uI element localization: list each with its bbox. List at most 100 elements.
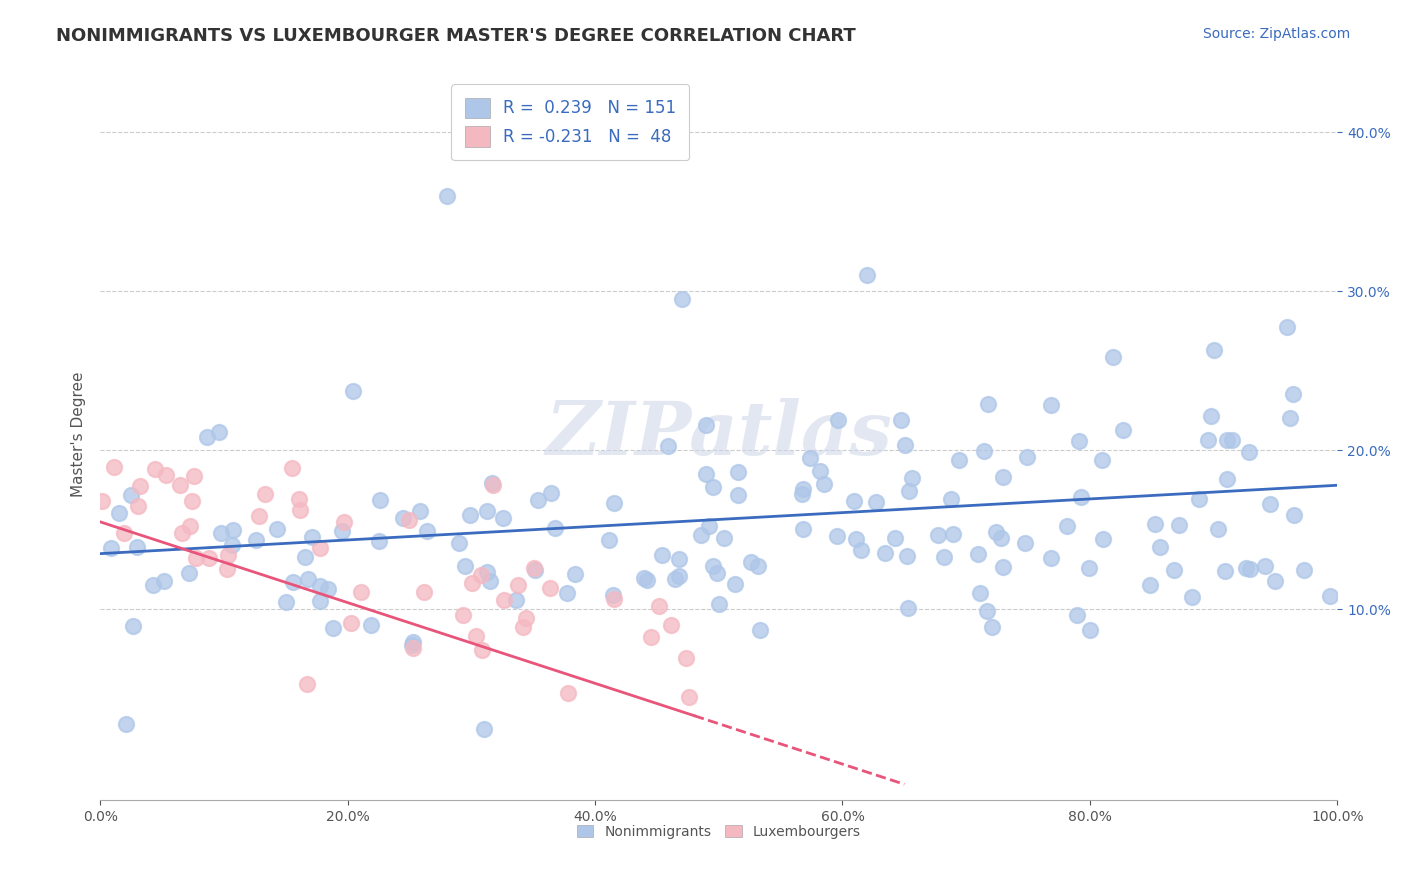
Point <box>122 619 145 633</box>
Point <box>1278 411 1301 425</box>
Point <box>1319 590 1341 604</box>
Point <box>792 482 814 496</box>
Point <box>664 572 686 586</box>
Point <box>368 534 391 549</box>
Point <box>470 643 492 657</box>
Point <box>505 592 527 607</box>
Point <box>827 413 849 427</box>
Point <box>294 550 316 565</box>
Point <box>447 535 470 549</box>
Point <box>1258 497 1281 511</box>
Point <box>316 582 339 596</box>
Point <box>1216 433 1239 447</box>
Point <box>494 593 516 607</box>
Point <box>1282 386 1305 401</box>
Point <box>477 565 499 579</box>
Point <box>942 527 965 541</box>
Point <box>657 438 679 452</box>
Point <box>1254 558 1277 573</box>
Point <box>129 479 152 493</box>
Point <box>169 478 191 492</box>
Point <box>991 470 1014 484</box>
Point <box>297 677 319 691</box>
Point <box>1282 508 1305 523</box>
Point <box>1188 491 1211 506</box>
Point <box>856 268 879 283</box>
Point <box>91 493 114 508</box>
Point <box>640 630 662 644</box>
Point <box>1056 518 1078 533</box>
Point <box>398 513 420 527</box>
Point <box>253 487 276 501</box>
Point <box>217 548 239 562</box>
Point <box>222 523 245 537</box>
Point <box>515 611 537 625</box>
Point <box>458 508 481 523</box>
Point <box>897 601 920 615</box>
Point <box>412 584 434 599</box>
Point <box>283 574 305 589</box>
Point <box>465 629 488 643</box>
Point <box>524 563 547 577</box>
Point <box>897 484 920 499</box>
Point <box>648 599 671 614</box>
Point <box>894 438 917 452</box>
Point <box>1239 562 1261 576</box>
Point <box>526 493 548 508</box>
Point <box>360 618 382 632</box>
Point <box>1220 434 1243 448</box>
Point <box>482 478 505 492</box>
Point <box>808 464 831 478</box>
Point <box>538 581 561 595</box>
Point <box>506 578 529 592</box>
Point <box>747 559 769 574</box>
Point <box>977 397 1000 411</box>
Point <box>481 476 503 491</box>
Point <box>297 572 319 586</box>
Point <box>984 524 1007 539</box>
Point <box>401 635 423 649</box>
Point <box>1277 320 1299 334</box>
Point <box>103 459 125 474</box>
Point <box>1040 398 1063 412</box>
Point <box>392 511 415 525</box>
Point <box>453 558 475 573</box>
Point <box>1202 343 1225 358</box>
Point <box>873 546 896 560</box>
Point <box>825 529 848 543</box>
Point <box>100 541 122 556</box>
Point <box>1014 536 1036 550</box>
Point <box>564 567 586 582</box>
Point <box>557 686 579 700</box>
Point <box>215 562 238 576</box>
Point <box>1149 540 1171 554</box>
Point <box>308 579 330 593</box>
Point <box>475 504 498 518</box>
Point <box>927 528 949 542</box>
Point <box>1091 452 1114 467</box>
Point <box>727 488 749 502</box>
Point <box>702 558 724 573</box>
Point <box>114 525 136 540</box>
Point <box>695 417 717 432</box>
Point <box>651 548 673 562</box>
Point <box>792 522 814 536</box>
Point <box>280 460 302 475</box>
Point <box>668 552 690 566</box>
Point <box>740 555 762 569</box>
Point <box>1111 423 1133 437</box>
Point <box>981 619 1004 633</box>
Point <box>659 618 682 632</box>
Point <box>290 503 312 517</box>
Point <box>896 549 918 563</box>
Point <box>934 550 956 565</box>
Point <box>678 690 700 704</box>
Point <box>492 510 515 524</box>
Point <box>1040 551 1063 566</box>
Point <box>1168 518 1191 533</box>
Point <box>155 468 177 483</box>
Point <box>470 568 492 582</box>
Legend: Nonimmigrants, Luxembourgers: Nonimmigrants, Luxembourgers <box>571 820 866 845</box>
Point <box>142 578 165 592</box>
Point <box>198 551 221 566</box>
